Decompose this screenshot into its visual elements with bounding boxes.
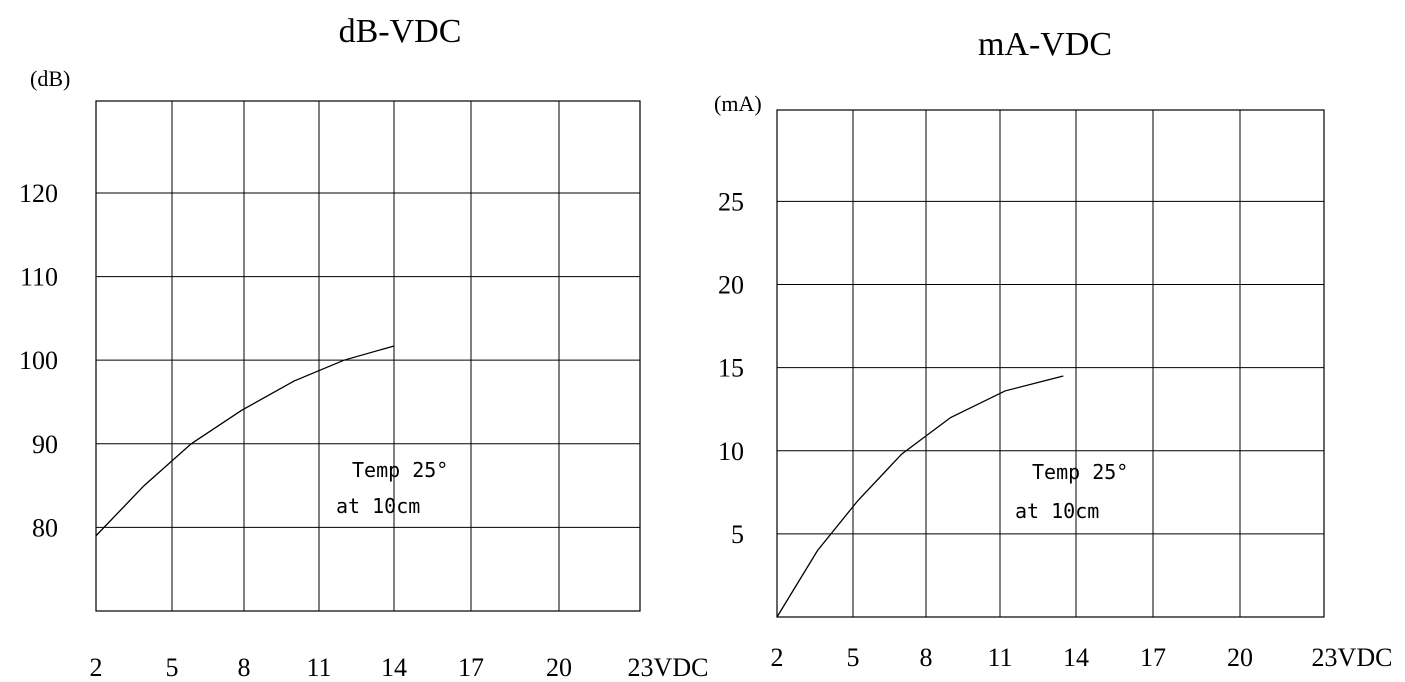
x-tick-label: 11 (987, 643, 1012, 672)
x-tick-label: 2 (771, 643, 784, 672)
x-tick-label: 17 (458, 653, 484, 682)
x-tick-label: 14 (381, 653, 407, 682)
y-tick-label: 120 (19, 179, 58, 208)
y-tick-label: 20 (718, 271, 744, 300)
annotation-temp: Temp 25° (352, 458, 448, 482)
y-tick-label: 80 (32, 513, 58, 542)
y-tick-label: 100 (19, 346, 58, 375)
x-tick-label: 8 (238, 653, 251, 682)
series-line (776, 375, 1064, 618)
chart-title: dB-VDC (339, 13, 462, 50)
y-tick-label: 10 (718, 437, 744, 466)
annotation-distance: at 10cm (1015, 499, 1099, 523)
plot-frame (95, 100, 641, 612)
x-tick-label: 5 (847, 643, 860, 672)
y-axis-unit-label: (mA) (714, 91, 762, 116)
x-tick-label: 8 (920, 643, 933, 672)
x-tick-label: 20 (546, 653, 572, 682)
x-tick-label: 17 (1140, 643, 1166, 672)
x-tick-label: 23VDC (628, 653, 709, 682)
series-line (95, 345, 395, 537)
y-tick-label: 15 (718, 354, 744, 383)
x-tick-label: 2 (90, 653, 103, 682)
x-tick-label: 20 (1227, 643, 1253, 672)
db-vdc-chart: dB-VDC (dB) 80 90 100 110 120 2 5 8 11 14 17 20 23VD… (19, 13, 708, 682)
chart-title: mA-VDC (978, 26, 1112, 63)
annotation-temp: Temp 25° (1032, 460, 1128, 484)
x-tick-label: 11 (306, 653, 331, 682)
y-tick-label: 110 (20, 263, 58, 292)
x-tick-label: 23VDC (1312, 643, 1393, 672)
plot-frame (776, 109, 1325, 618)
x-tick-label: 14 (1063, 643, 1089, 672)
y-axis-unit-label: (dB) (30, 66, 70, 91)
y-tick-label: 5 (731, 520, 744, 549)
x-tick-label: 5 (166, 653, 179, 682)
y-tick-label: 25 (718, 187, 744, 216)
annotation-distance: at 10cm (336, 494, 420, 518)
y-tick-label: 90 (32, 430, 58, 459)
